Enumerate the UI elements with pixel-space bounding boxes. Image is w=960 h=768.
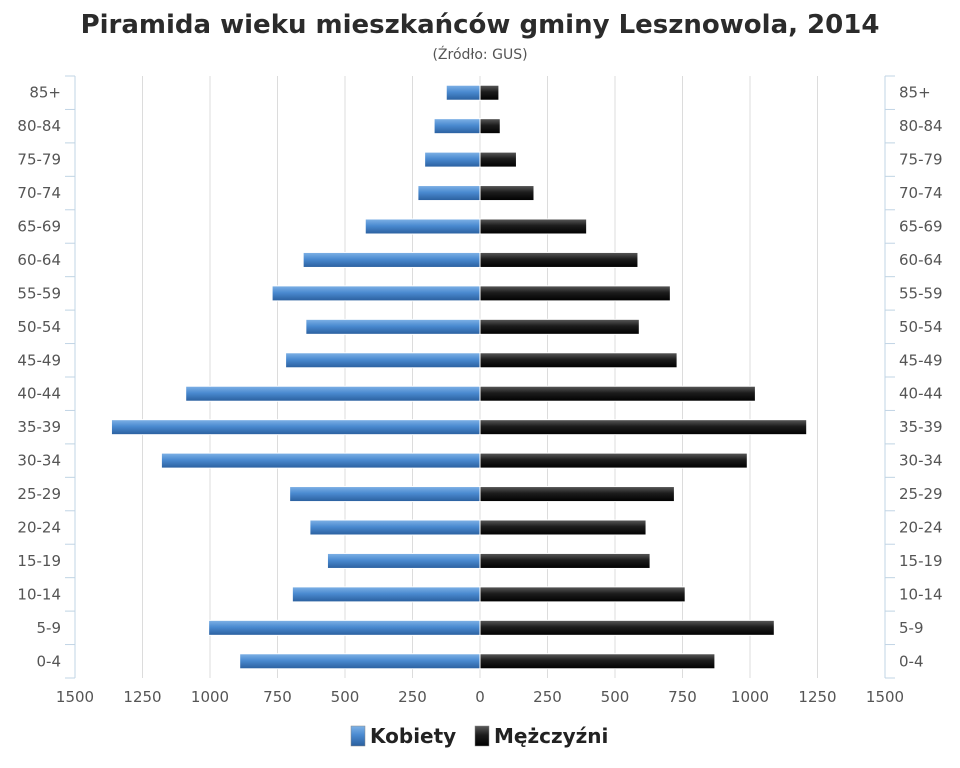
y-category-label-right: 70-74 [899, 184, 943, 202]
bar-kobiety[interactable] [424, 151, 481, 168]
x-tick-label: 1000 [731, 688, 769, 706]
y-category-label-right: 55-59 [899, 284, 943, 302]
x-tick-label: 750 [668, 688, 697, 706]
y-category-label-right: 10-14 [899, 585, 943, 603]
y-category-label-left: 60-64 [17, 251, 61, 269]
x-tick-label: 1000 [191, 688, 229, 706]
grid-lines [142, 76, 818, 678]
y-category-label-right: 60-64 [899, 251, 943, 269]
y-category-label-right: 40-44 [899, 385, 943, 403]
y-category-label-right: 35-39 [899, 418, 943, 436]
bar-kobiety[interactable] [305, 318, 481, 335]
y-category-label-left: 50-54 [17, 318, 61, 336]
legend[interactable]: Kobiety Mężczyźni [350, 724, 608, 748]
y-category-label-right: 30-34 [899, 452, 943, 470]
bar-kobiety[interactable] [285, 352, 481, 369]
legend-label: Mężczyźni [494, 724, 608, 748]
bar-mezczyzni[interactable] [479, 118, 501, 135]
legend-label: Kobiety [370, 724, 456, 748]
y-category-label-left: 40-44 [17, 385, 61, 403]
bar-mezczyzni[interactable] [479, 151, 517, 168]
y-category-label-right: 20-24 [899, 519, 943, 537]
y-category-label-left: 75-79 [17, 151, 61, 169]
x-tick-label: 1250 [123, 688, 161, 706]
bar-kobiety[interactable] [271, 285, 481, 302]
chart-subtitle: (Źródło: GUS) [432, 45, 527, 63]
x-tick-label: 500 [331, 688, 360, 706]
bar-mezczyzni[interactable] [479, 519, 647, 536]
y-category-label-right: 15-19 [899, 552, 943, 570]
y-category-label-left: 45-49 [17, 351, 61, 369]
bar-mezczyzni[interactable] [479, 385, 756, 402]
bar-kobiety[interactable] [185, 385, 481, 402]
y-category-label-left: 35-39 [17, 418, 61, 436]
bar-mezczyzni[interactable] [479, 552, 651, 569]
legend-swatch [350, 725, 366, 747]
y-category-label-right: 25-29 [899, 485, 943, 503]
bar-kobiety[interactable] [160, 452, 481, 469]
bar-kobiety[interactable] [445, 84, 481, 101]
legend-item-mezczyzni[interactable]: Mężczyźni [474, 724, 608, 748]
bar-kobiety[interactable] [433, 118, 481, 135]
bar-mezczyzni[interactable] [479, 653, 716, 670]
bar-mezczyzni[interactable] [479, 318, 640, 335]
bar-mezczyzni[interactable] [479, 84, 500, 101]
y-category-label-right: 85+ [899, 84, 931, 102]
y-category-label-right: 45-49 [899, 351, 943, 369]
y-category-label-right: 0-4 [899, 652, 924, 670]
y-category-label-right: 75-79 [899, 151, 943, 169]
y-category-label-left: 55-59 [17, 284, 61, 302]
y-category-label-left: 85+ [29, 84, 61, 102]
bar-kobiety[interactable] [302, 251, 481, 268]
y-category-label-left: 10-14 [17, 585, 61, 603]
legend-swatch [474, 725, 490, 747]
y-category-label-left: 5-9 [37, 619, 62, 637]
y-category-label-right: 65-69 [899, 218, 943, 236]
bar-mezczyzni[interactable] [479, 452, 748, 469]
x-tick-label: 1500 [56, 688, 94, 706]
chart-title: Piramida wieku mieszkańców gminy Lesznow… [81, 10, 880, 40]
bar-mezczyzni[interactable] [479, 218, 588, 235]
bar-kobiety[interactable] [309, 519, 481, 536]
y-category-label-left: 0-4 [37, 652, 62, 670]
bar-kobiety[interactable] [289, 486, 481, 503]
y-category-label-right: 80-84 [899, 117, 943, 135]
y-category-label-right: 50-54 [899, 318, 943, 336]
bar-mezczyzni[interactable] [479, 251, 639, 268]
bar-kobiety[interactable] [364, 218, 481, 235]
y-category-label-right: 5-9 [899, 619, 924, 637]
y-category-label-left: 65-69 [17, 218, 61, 236]
x-tick-label: 250 [533, 688, 562, 706]
y-category-label-left: 30-34 [17, 452, 61, 470]
bar-mezczyzni[interactable] [479, 285, 671, 302]
bar-mezczyzni[interactable] [479, 185, 535, 202]
y-category-label-left: 25-29 [17, 485, 61, 503]
y-category-label-left: 20-24 [17, 519, 61, 537]
bar-mezczyzni[interactable] [479, 619, 775, 636]
y-category-label-left: 80-84 [17, 117, 61, 135]
bar-mezczyzni[interactable] [479, 352, 678, 369]
bar-kobiety[interactable] [239, 653, 481, 670]
y-category-label-left: 15-19 [17, 552, 61, 570]
bar-mezczyzni[interactable] [479, 586, 686, 603]
bar-kobiety[interactable] [417, 185, 481, 202]
bar-mezczyzni[interactable] [479, 419, 808, 436]
bar-kobiety[interactable] [291, 586, 481, 603]
x-tick-label: 1500 [866, 688, 904, 706]
x-tick-label: 1250 [798, 688, 836, 706]
bar-kobiety[interactable] [110, 419, 481, 436]
x-tick-label: 500 [601, 688, 630, 706]
legend-item-kobiety[interactable]: Kobiety [350, 724, 456, 748]
y-category-label-left: 70-74 [17, 184, 61, 202]
x-tick-label: 250 [398, 688, 427, 706]
bars [110, 84, 808, 670]
bar-mezczyzni[interactable] [479, 486, 675, 503]
bar-kobiety[interactable] [326, 552, 481, 569]
axes: 1500 1250 1000 750 500 250 0 250 500 750 1000 1250 1… [17, 75, 943, 706]
bar-kobiety[interactable] [208, 619, 481, 636]
x-tick-label: 0 [475, 688, 485, 706]
x-tick-label: 750 [263, 688, 292, 706]
